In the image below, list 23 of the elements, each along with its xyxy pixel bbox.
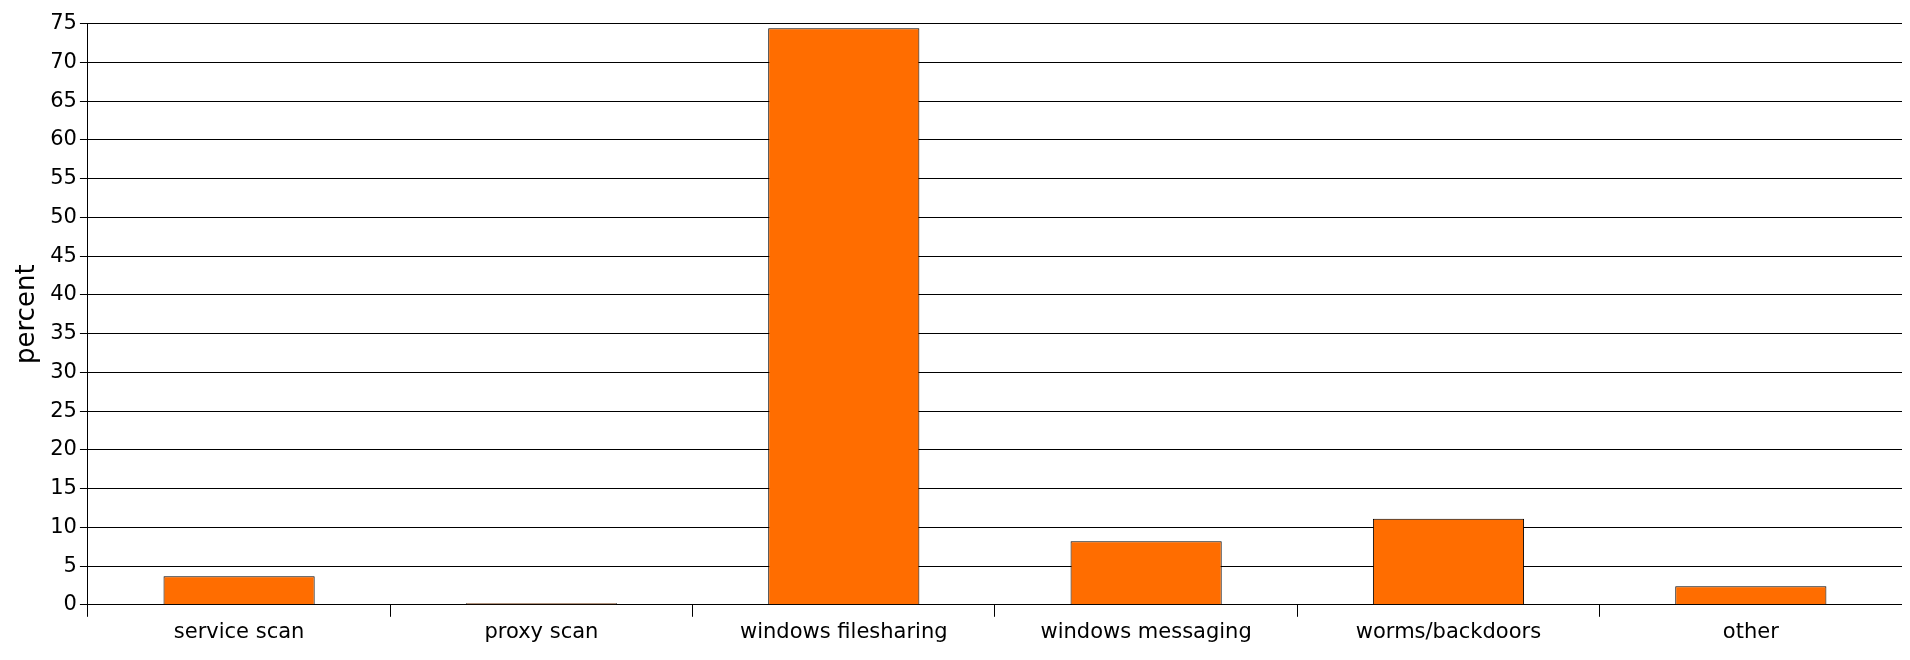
y-tick-label: 65 xyxy=(50,87,77,112)
y-tick-label: 25 xyxy=(50,397,77,422)
x-tick-label: other xyxy=(1722,618,1780,643)
x-tick-label: service scan xyxy=(173,618,305,643)
y-tick-label: 60 xyxy=(50,126,77,151)
x-tick-label: worms/backdoors xyxy=(1355,618,1542,643)
y-tick-label: 70 xyxy=(50,48,77,73)
y-tick-label: 45 xyxy=(50,242,77,267)
x-tick-label: proxy scan xyxy=(484,618,599,643)
y-tick-label: 10 xyxy=(50,513,77,538)
y-tick-label: 35 xyxy=(50,320,77,345)
y-axis-title: percent xyxy=(10,264,41,364)
y-tick-label: 75 xyxy=(50,10,77,35)
y-tick-label: 50 xyxy=(50,203,77,228)
y-tick-label: 30 xyxy=(50,358,77,383)
x-tick-label: windows messaging xyxy=(1040,618,1252,643)
y-tick-label: 40 xyxy=(50,281,77,306)
y-tick-label: 5 xyxy=(63,552,77,577)
y-tick-label: 15 xyxy=(50,475,77,500)
y-tick-label: 0 xyxy=(63,591,77,616)
y-tick-label: 55 xyxy=(50,165,77,190)
x-tick-label: windows filesharing xyxy=(740,618,948,643)
y-tick-label: 20 xyxy=(50,436,77,461)
